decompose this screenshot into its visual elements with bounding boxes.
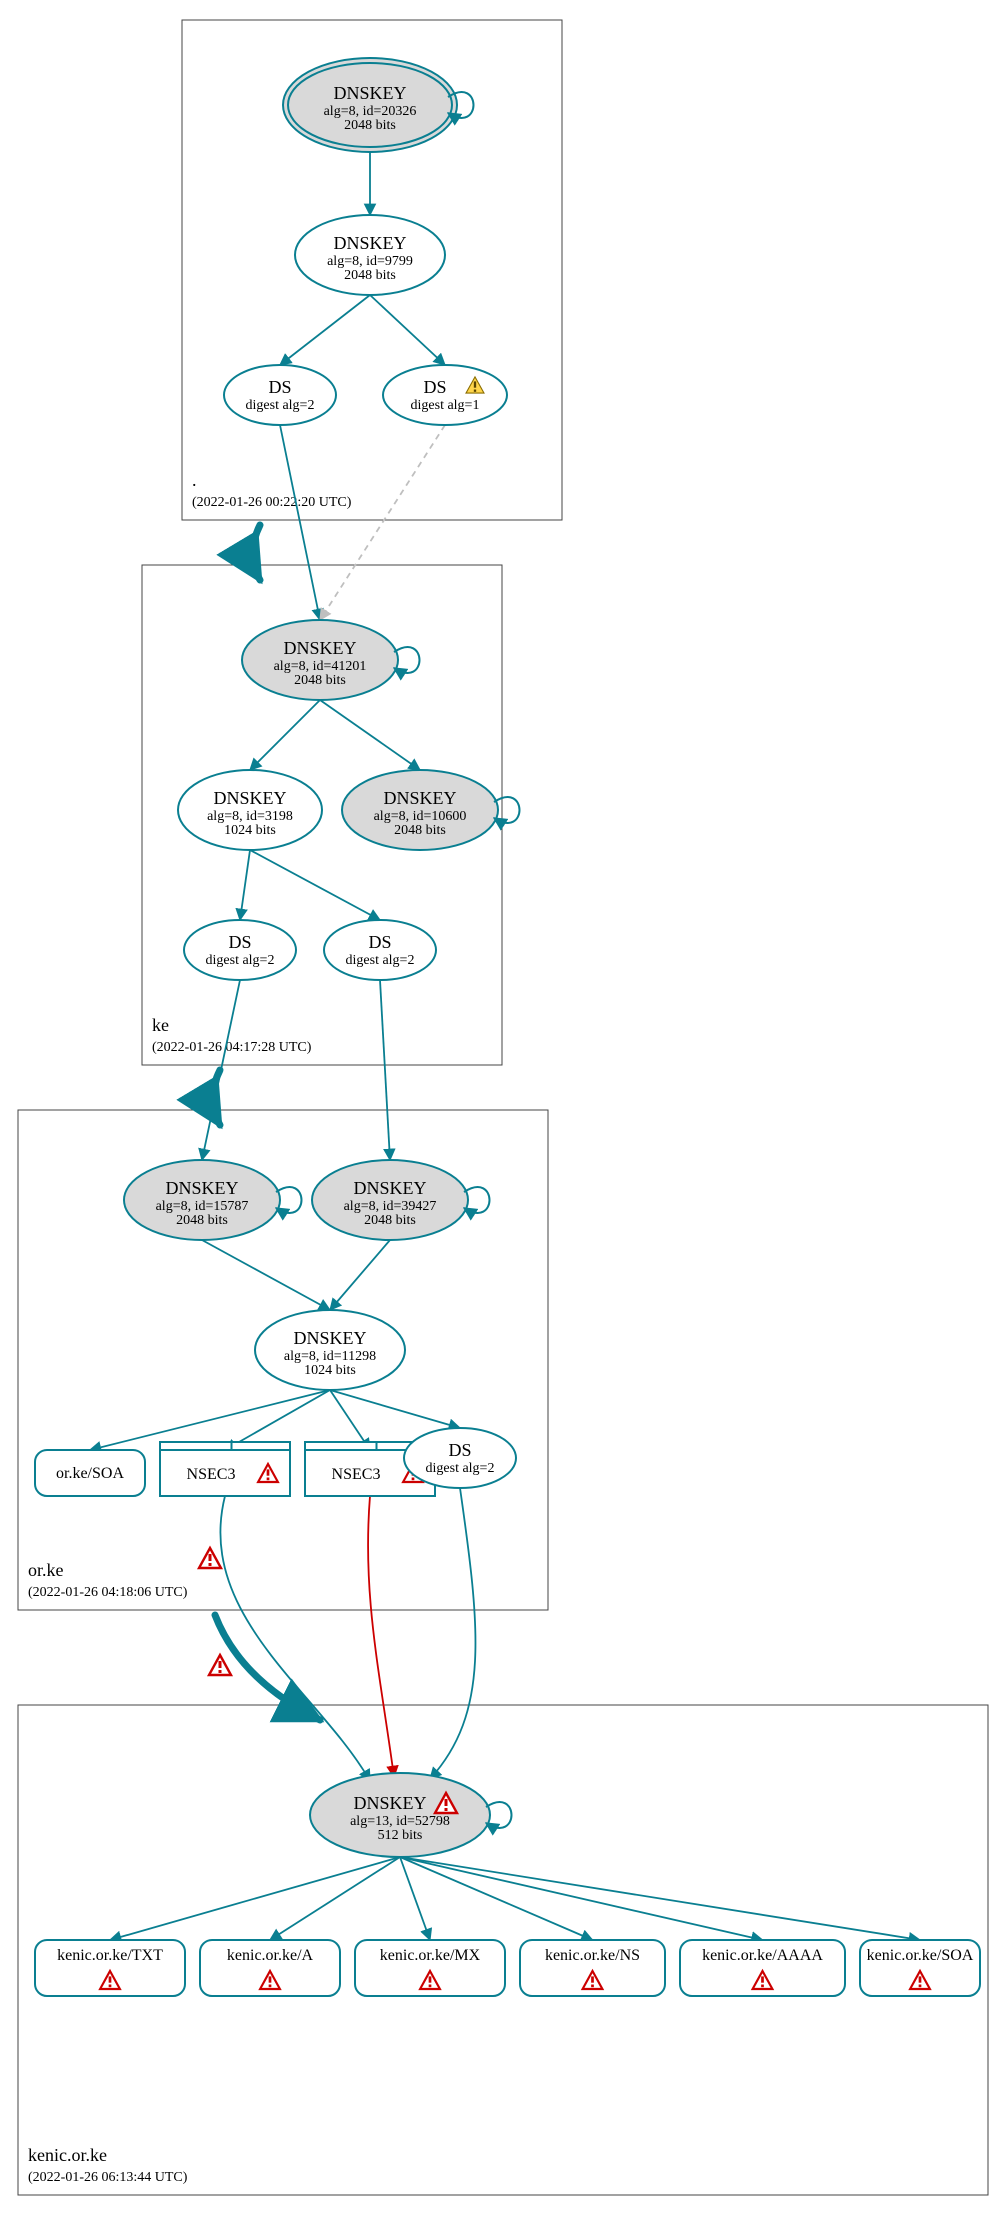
svg-text:kenic.or.ke/SOA: kenic.or.ke/SOA (867, 1947, 974, 1964)
svg-text:kenic.or.ke/AAAA: kenic.or.ke/AAAA (702, 1947, 823, 1964)
svg-text:DNSKEY: DNSKEY (353, 1178, 426, 1198)
node-ke_ds_a: DSdigest alg=2 (184, 920, 296, 980)
svg-text:digest alg=2: digest alg=2 (246, 398, 315, 413)
edge (368, 1496, 394, 1777)
svg-text:2048 bits: 2048 bits (344, 268, 396, 283)
svg-text:2048 bits: 2048 bits (344, 118, 396, 133)
svg-text:digest alg=2: digest alg=2 (426, 1461, 495, 1476)
node-ke_k2: DNSKEYalg=8, id=106002048 bits (342, 770, 520, 850)
svg-text:1024 bits: 1024 bits (304, 1363, 356, 1378)
svg-text:digest alg=1: digest alg=1 (411, 398, 480, 413)
svg-text:kenic.or.ke/MX: kenic.or.ke/MX (380, 1947, 481, 1964)
node-ke_ksk: DNSKEYalg=8, id=412012048 bits (242, 620, 420, 700)
svg-text:DS: DS (423, 377, 446, 397)
svg-text:NSEC3: NSEC3 (332, 1466, 381, 1483)
svg-text:DNSKEY: DNSKEY (333, 233, 406, 253)
node-root_ds2: DSdigest alg=2 (224, 365, 336, 425)
svg-text:alg=8, id=39427: alg=8, id=39427 (344, 1199, 437, 1214)
svg-text:2048 bits: 2048 bits (364, 1213, 416, 1228)
svg-text:kenic.or.ke/TXT: kenic.or.ke/TXT (57, 1947, 163, 1964)
svg-text:DNSKEY: DNSKEY (383, 788, 456, 808)
svg-text:(2022-01-26 06:13:44 UTC): (2022-01-26 06:13:44 UTC) (28, 2170, 188, 2185)
svg-text:.: . (192, 470, 197, 490)
svg-text:(2022-01-26 04:18:06 UTC): (2022-01-26 04:18:06 UTC) (28, 1585, 188, 1600)
rr-or_ds: DSdigest alg=2 (404, 1428, 516, 1488)
node-or_ksk_a: DNSKEYalg=8, id=157872048 bits (124, 1160, 302, 1240)
node-or_zsk: DNSKEYalg=8, id=112981024 bits (255, 1310, 405, 1390)
svg-text:kenic.or.ke: kenic.or.ke (28, 2145, 107, 2165)
svg-text:digest alg=2: digest alg=2 (346, 953, 415, 968)
svg-text:kenic.or.ke/NS: kenic.or.ke/NS (545, 1947, 640, 1964)
edge (400, 1857, 763, 1940)
svg-text:alg=8, id=10600: alg=8, id=10600 (374, 809, 467, 824)
node-ke_zsk: DNSKEYalg=8, id=31981024 bits (178, 770, 322, 850)
edge (370, 295, 445, 365)
svg-text:DNSKEY: DNSKEY (213, 788, 286, 808)
edge (400, 1857, 920, 1940)
svg-text:alg=8, id=3198: alg=8, id=3198 (207, 809, 293, 824)
svg-text:ke: ke (152, 1015, 169, 1035)
svg-text:DS: DS (268, 377, 291, 397)
svg-text:2048 bits: 2048 bits (176, 1213, 228, 1228)
edge (202, 1240, 330, 1310)
svg-text:NSEC3: NSEC3 (187, 1466, 236, 1483)
node-root_ksk: DNSKEYalg=8, id=203262048 bits (283, 58, 474, 152)
edge (240, 850, 250, 920)
edge (280, 295, 370, 365)
edge (320, 425, 445, 620)
delegation-arrow (253, 525, 261, 580)
edge (430, 1488, 475, 1779)
edge (250, 700, 320, 770)
svg-text:alg=13, id=52798: alg=13, id=52798 (350, 1814, 450, 1829)
rr-or_soa: or.ke/SOA (35, 1450, 145, 1496)
svg-text:or.ke/SOA: or.ke/SOA (56, 1465, 124, 1482)
edge (380, 980, 390, 1160)
dnssec-graph: . (2022-01-26 00:22:20 UTC) ke (2022-01-26 … (0, 0, 1003, 2228)
delegation-arrow (213, 1070, 221, 1125)
edge (330, 1390, 460, 1428)
svg-text:DNSKEY: DNSKEY (293, 1328, 366, 1348)
svg-text:2048 bits: 2048 bits (294, 673, 346, 688)
edge (110, 1857, 400, 1940)
svg-text:alg=8, id=41201: alg=8, id=41201 (274, 659, 367, 674)
delegation-arrow (215, 1615, 320, 1720)
edge (400, 1857, 593, 1940)
svg-text:DS: DS (228, 932, 251, 952)
svg-text:or.ke: or.ke (28, 1560, 64, 1580)
edge (220, 1496, 370, 1781)
node-or_ksk_b: DNSKEYalg=8, id=394272048 bits (312, 1160, 490, 1240)
svg-text:alg=8, id=9799: alg=8, id=9799 (327, 254, 413, 269)
edge (250, 850, 380, 920)
node-ke_ds_b: DSdigest alg=2 (324, 920, 436, 980)
svg-text:alg=8, id=20326: alg=8, id=20326 (324, 104, 417, 119)
edge (330, 1240, 390, 1310)
edge (320, 700, 420, 770)
edge (270, 1857, 400, 1940)
svg-text:DNSKEY: DNSKEY (283, 638, 356, 658)
svg-text:512 bits: 512 bits (378, 1828, 423, 1843)
svg-text:alg=8, id=11298: alg=8, id=11298 (284, 1349, 376, 1364)
svg-text:DS: DS (368, 932, 391, 952)
node-kenic_ksk: DNSKEYalg=13, id=52798512 bits (310, 1773, 512, 1857)
svg-text:(2022-01-26 00:22:20 UTC): (2022-01-26 00:22:20 UTC) (192, 495, 352, 510)
svg-text:(2022-01-26 04:17:28 UTC): (2022-01-26 04:17:28 UTC) (152, 1040, 312, 1055)
edge (280, 425, 320, 620)
node-root_zsk: DNSKEYalg=8, id=97992048 bits (295, 215, 445, 295)
svg-text:DNSKEY: DNSKEY (165, 1178, 238, 1198)
svg-text:digest alg=2: digest alg=2 (206, 953, 275, 968)
svg-text:DNSKEY: DNSKEY (333, 83, 406, 103)
svg-text:DNSKEY: DNSKEY (353, 1793, 426, 1813)
svg-text:alg=8, id=15787: alg=8, id=15787 (156, 1199, 249, 1214)
svg-text:DS: DS (448, 1440, 471, 1460)
node-root_ds1: DSdigest alg=1 (383, 365, 507, 425)
svg-text:kenic.or.ke/A: kenic.or.ke/A (227, 1947, 314, 1964)
edge (400, 1857, 430, 1940)
svg-text:1024 bits: 1024 bits (224, 823, 276, 838)
svg-text:2048 bits: 2048 bits (394, 823, 446, 838)
